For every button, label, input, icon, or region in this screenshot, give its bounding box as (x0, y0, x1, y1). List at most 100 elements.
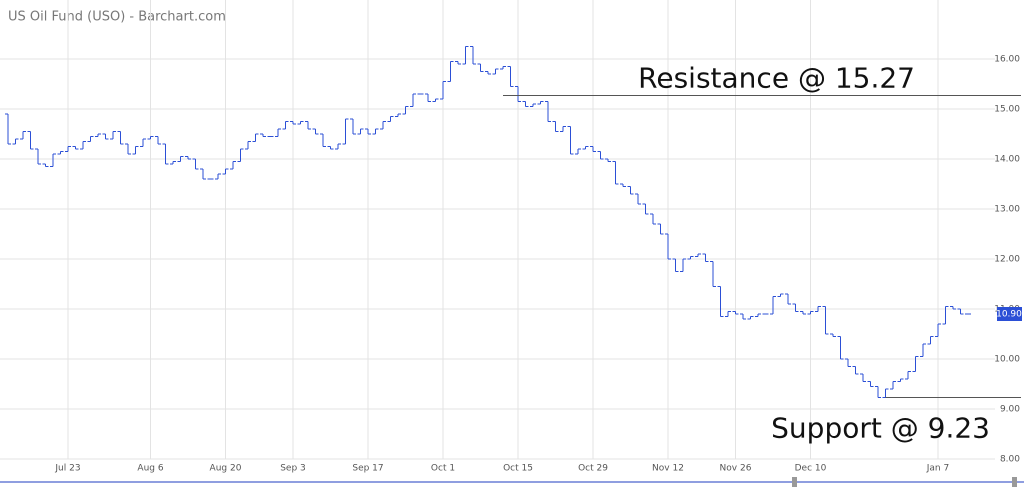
ohlc-bar (410, 93, 416, 107)
ohlc-bar (5, 113, 11, 145)
level-label: Resistance @ 15.27 (638, 62, 915, 95)
last-price-tag (997, 307, 1022, 321)
ohlc-bar (830, 333, 836, 337)
chart-title: US Oil Fund (USO) - Barchart.com (8, 10, 226, 25)
scroll-handle-left[interactable] (792, 477, 797, 487)
ohlc-bar (845, 358, 851, 367)
ohlc-bar (12, 138, 19, 145)
ohlc-bar (387, 116, 394, 122)
ohlc-bar (732, 311, 739, 315)
ohlc-bar (935, 323, 941, 337)
ohlc-bar (552, 121, 559, 132)
ohlc-bar (522, 101, 529, 107)
ohlc-bar (515, 86, 521, 102)
ohlc-bar (147, 136, 154, 140)
ohlc-bar (42, 163, 49, 167)
ohlc-bar (770, 296, 776, 315)
ohlc-bar (597, 151, 604, 160)
ohlc-bar (702, 253, 709, 262)
ohlc-bar (920, 343, 926, 357)
ohlc-bar (642, 203, 649, 215)
x-tick-label: Sep 17 (352, 464, 383, 474)
x-tick-label: Jul 23 (54, 464, 80, 474)
y-tick-label: 12.00 (994, 255, 1020, 265)
ohlc-bar (447, 61, 454, 82)
ohlc-bar (530, 103, 536, 107)
ohlc-bar (897, 378, 904, 382)
y-tick-label: 14.00 (994, 155, 1020, 165)
ohlc-bar (275, 128, 281, 137)
ohlc-bar (785, 293, 791, 305)
ohlc-bar (162, 143, 169, 165)
ohlc-bar (725, 311, 731, 317)
ohlc-bar (957, 308, 964, 315)
ohlc-bar (132, 146, 139, 155)
ohlc-bar (710, 261, 716, 287)
ohlc-bar (305, 121, 311, 130)
ohlc-bar (680, 258, 686, 272)
ohlc-bar (605, 158, 611, 162)
ohlc-bar (237, 148, 244, 162)
ohlc-bar (792, 303, 799, 312)
ohlc-bar (627, 186, 634, 195)
ohlc-bar (110, 131, 116, 140)
ohlc-bar (252, 133, 259, 142)
level-label: Support @ 9.23 (771, 412, 990, 445)
x-tick-label: Sep 3 (280, 464, 306, 474)
x-tick-label: Oct 29 (578, 464, 608, 474)
ohlc-bar (815, 306, 821, 312)
ohlc-bar (852, 366, 859, 375)
ohlc-bar (155, 136, 161, 145)
ohlc-bar (582, 146, 589, 150)
ohlc-bar (575, 148, 581, 155)
ohlc-bar (245, 141, 251, 150)
ohlc-bar (740, 313, 746, 320)
y-tick-label: 8.00 (1000, 455, 1020, 465)
ohlc-bar (717, 286, 724, 317)
ohlc-bar (335, 143, 341, 150)
ohlc-bar (470, 46, 476, 65)
ohlc-bar (425, 93, 431, 102)
ohlc-bar (485, 71, 491, 75)
ohlc-bar (170, 161, 176, 165)
ohlc-bar (650, 213, 656, 225)
ohlc-bar (672, 258, 679, 272)
ohlc-bar (462, 46, 469, 65)
x-tick-label: Aug 20 (210, 464, 242, 474)
ohlc-bar (327, 146, 334, 150)
x-tick-label: Oct 1 (431, 464, 455, 474)
y-tick-label: 16.00 (994, 55, 1020, 65)
x-tick-label: Nov 26 (720, 464, 752, 474)
ohlc-bar (890, 381, 896, 390)
last-price-label: 10.90 (996, 310, 1022, 320)
ohlc-bar (20, 131, 26, 140)
ohlc-bar (380, 121, 386, 130)
ohlc-bar (200, 168, 206, 180)
y-tick-label: 13.00 (994, 205, 1020, 215)
ohlc-bar (590, 146, 596, 152)
ohlc-bar (545, 101, 551, 122)
y-tick-label: 15.00 (994, 105, 1020, 115)
ohlc-bar (455, 61, 461, 65)
ohlc-bar (65, 146, 71, 152)
ohlc-bar (365, 128, 371, 135)
x-tick-label: Aug 6 (137, 464, 163, 474)
ohlc-bar (35, 148, 41, 165)
ohlc-bar (297, 121, 304, 125)
ohlc-bar (612, 161, 619, 185)
ohlc-bar (192, 158, 199, 170)
ohlc-bar (125, 143, 131, 155)
ohlc-bar (80, 141, 86, 150)
ohlc-bar (755, 313, 761, 317)
x-tick-label: Oct 15 (503, 464, 533, 474)
ohlc-bar (95, 133, 101, 137)
ohlc-bar (567, 126, 574, 155)
ohlc-bar (905, 371, 911, 380)
ohlc-bar (117, 131, 124, 145)
ohlc-bar (395, 113, 401, 117)
ohlc-bar (867, 381, 874, 387)
ohlc-bar (635, 193, 641, 205)
ohlc-bar (87, 136, 94, 142)
scroll-handle-right[interactable] (1012, 477, 1017, 487)
ohlc-bar (620, 183, 626, 187)
